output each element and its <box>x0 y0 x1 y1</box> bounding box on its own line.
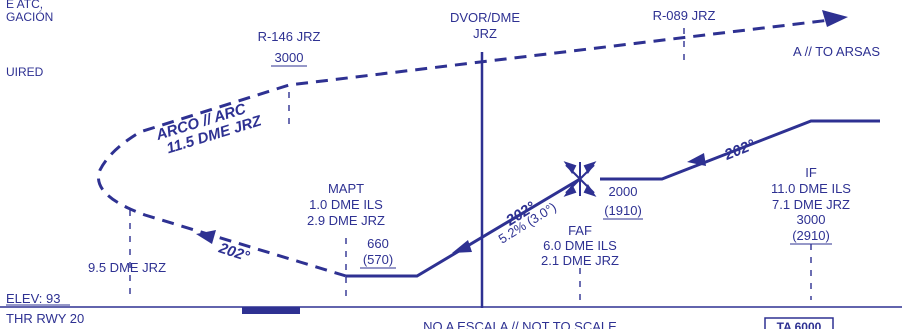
intermediate-segment <box>600 119 880 181</box>
mapt-height: (570) <box>363 252 393 267</box>
if-altitude: 3000 <box>797 212 826 227</box>
faf-line1: 6.0 DME ILS <box>543 238 617 253</box>
mapt-line1: 1.0 DME ILS <box>309 197 383 212</box>
navaid-line1: DVOR/DME <box>450 10 520 25</box>
missed-arrowhead <box>822 10 848 27</box>
mapt-altitude: 660 <box>367 236 389 251</box>
radial-left-label: R-146 JRZ <box>258 29 321 44</box>
final-arrowhead <box>452 240 472 253</box>
left-note-line2: GACIÓN <box>6 9 53 24</box>
ta-box-label: TA 6000 <box>777 320 822 329</box>
faf-altitude: 2000 <box>609 184 638 199</box>
scale-note: NO A ESCALA // NOT TO SCALE <box>423 319 617 329</box>
final-approach-path <box>346 177 581 278</box>
if-title: IF <box>805 165 817 180</box>
left-note-line3: UIRED <box>6 65 44 79</box>
radial-right-label: R-089 JRZ <box>653 8 716 23</box>
faf-cross-icon <box>563 161 597 197</box>
course-return-label: 202° <box>216 239 253 265</box>
if-line2: 7.1 DME JRZ <box>772 197 850 212</box>
runway-bar <box>242 307 300 314</box>
threshold-label: THR RWY 20 <box>6 311 84 326</box>
missed-approach-path <box>97 18 831 278</box>
dme-left-label: 9.5 DME JRZ <box>88 260 166 275</box>
return-arrowhead <box>196 230 216 244</box>
mapt-line2: 2.9 DME JRZ <box>307 213 385 228</box>
faf-title: FAF <box>568 223 592 238</box>
left-note-line1: E ATC, <box>6 0 43 11</box>
faf-height: (1910) <box>604 203 642 218</box>
course-inbound-label: 202° <box>721 136 758 164</box>
mapt-title: MAPT <box>328 181 364 196</box>
if-line1: 11.0 DME ILS <box>771 181 851 196</box>
radial-left-altitude: 3000 <box>275 50 304 65</box>
faf-line2: 2.1 DME JRZ <box>541 253 619 268</box>
elevation-label: ELEV: 93 <box>6 291 60 306</box>
missed-destination: A // TO ARSAS <box>793 44 880 59</box>
inbound-arrowhead <box>687 153 706 166</box>
navaid-line2: JRZ <box>473 26 497 41</box>
ta-box <box>764 317 834 329</box>
if-height: (2910) <box>792 228 830 243</box>
